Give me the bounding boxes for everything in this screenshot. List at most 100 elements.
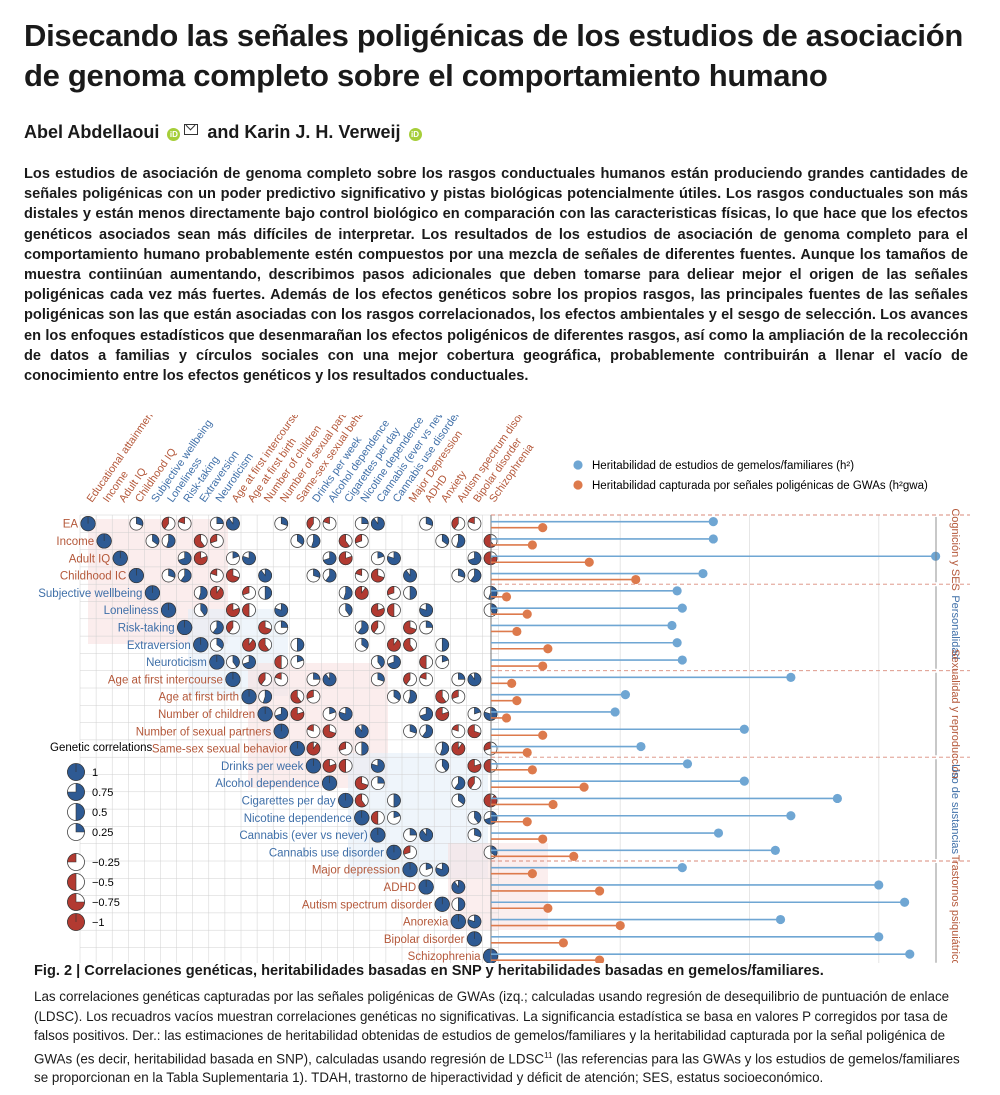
correlation-pie — [226, 620, 240, 635]
pie-slice — [387, 551, 401, 566]
article-title: Disecando las señales poligénicas de los… — [24, 18, 964, 93]
pie-slice — [407, 689, 417, 704]
correlation-pie — [242, 637, 256, 652]
pie-slice — [67, 873, 77, 891]
correlation-pie — [387, 655, 401, 669]
correlation-pie — [403, 637, 417, 652]
pie-slice — [458, 568, 466, 578]
correlation-pie — [354, 568, 369, 583]
correlation-pie — [258, 620, 273, 635]
row-label: Age at first intercourse — [108, 674, 223, 686]
pie-slice — [338, 741, 346, 751]
pie-slice — [403, 637, 415, 652]
pie-slice — [458, 672, 466, 680]
correlation-pie — [258, 672, 273, 687]
pie-slice — [216, 637, 224, 649]
pie-slice — [338, 707, 353, 721]
snp-heritability-point — [579, 782, 589, 792]
twin-heritability-point — [677, 603, 687, 613]
correlation-pie — [209, 585, 224, 600]
correlation-pie — [209, 516, 224, 531]
correlation-pie — [177, 551, 192, 566]
correlation-pie — [258, 637, 273, 652]
row-label: Loneliness — [104, 605, 159, 617]
pie-slice — [67, 763, 85, 781]
row-label: Cigarettes per day — [242, 795, 336, 807]
pie-slice — [112, 550, 128, 566]
legend-marker — [573, 460, 583, 470]
twin-heritability-point — [708, 534, 718, 544]
pie-slice — [178, 516, 185, 525]
correlation-pie — [370, 551, 385, 566]
pie-slice — [242, 603, 250, 617]
correlation-pie — [467, 551, 482, 566]
pie-slice — [377, 672, 385, 682]
correlation-pie — [274, 672, 289, 687]
correlation-pie — [67, 873, 85, 891]
row-label: Autism spectrum disorder — [302, 899, 433, 911]
orcid-icon[interactable]: iD — [167, 128, 181, 141]
pie-slice — [210, 586, 224, 600]
snp-heritability-point — [538, 730, 548, 740]
correlation-pie — [467, 828, 482, 842]
correlation-pie — [290, 655, 305, 669]
pie-slice — [274, 672, 282, 680]
orcid-icon[interactable]: iD — [408, 128, 422, 141]
correlation-pie — [144, 585, 161, 601]
correlation-pie — [419, 603, 434, 618]
email-icon[interactable] — [184, 124, 199, 135]
pie-slice — [467, 914, 482, 929]
correlation-pie — [177, 568, 192, 583]
correlation-pie — [451, 516, 466, 531]
group-label: Cognición y SES — [949, 508, 961, 591]
correlation-pie — [80, 516, 96, 532]
pie-slice — [226, 516, 240, 531]
correlation-pie — [338, 585, 353, 600]
pie-slice — [435, 707, 450, 721]
correlation-pie — [435, 758, 450, 773]
correlation-pie — [467, 672, 482, 687]
twin-heritability-point — [775, 914, 786, 925]
correlation-pie — [370, 516, 385, 531]
pie-slice — [338, 792, 354, 808]
twin-heritability-point — [770, 845, 780, 855]
author-2-name[interactable]: Karin J. H. Verweij — [244, 122, 401, 142]
correlation-pie — [321, 775, 338, 791]
twin-heritability-point — [874, 932, 884, 942]
correlation-pie — [290, 534, 305, 548]
correlation-pie — [322, 758, 337, 773]
pie-slice — [178, 551, 192, 566]
author-1-name[interactable]: Abel Abdellaoui — [24, 122, 160, 142]
correlation-pie — [209, 654, 225, 670]
pie-slice — [290, 707, 305, 721]
twin-heritability-point — [677, 655, 687, 665]
pie-slice — [402, 862, 418, 878]
pie-slice — [371, 620, 379, 634]
pie-slice — [467, 672, 482, 687]
correlation-pie — [258, 689, 273, 704]
caption-reference[interactable]: 11 — [544, 1050, 553, 1060]
correlation-pie — [467, 810, 482, 825]
correlation-pie — [306, 568, 321, 583]
correlation-pie — [419, 707, 434, 721]
twin-heritability-point — [786, 811, 796, 821]
correlation-pie — [451, 741, 466, 756]
correlation-legend-value: 0.75 — [92, 787, 113, 799]
correlation-pie — [354, 776, 369, 791]
pie-slice — [387, 603, 395, 617]
twin-heritability-point — [677, 863, 687, 873]
pie-slice — [67, 893, 85, 911]
correlation-pie — [451, 672, 466, 687]
pie-slice — [262, 689, 272, 704]
snp-heritability-point — [501, 592, 512, 602]
correlation-pie — [435, 534, 450, 548]
correlation-pie — [419, 516, 434, 531]
correlation-pie — [370, 672, 385, 687]
pie-slice — [322, 775, 338, 791]
row-label: Risk-taking — [118, 622, 175, 634]
correlation-pie — [403, 672, 417, 687]
pie-slice — [354, 810, 370, 826]
correlation-pie — [403, 568, 417, 583]
correlation-pie — [160, 602, 177, 618]
correlation-pie — [193, 637, 209, 653]
